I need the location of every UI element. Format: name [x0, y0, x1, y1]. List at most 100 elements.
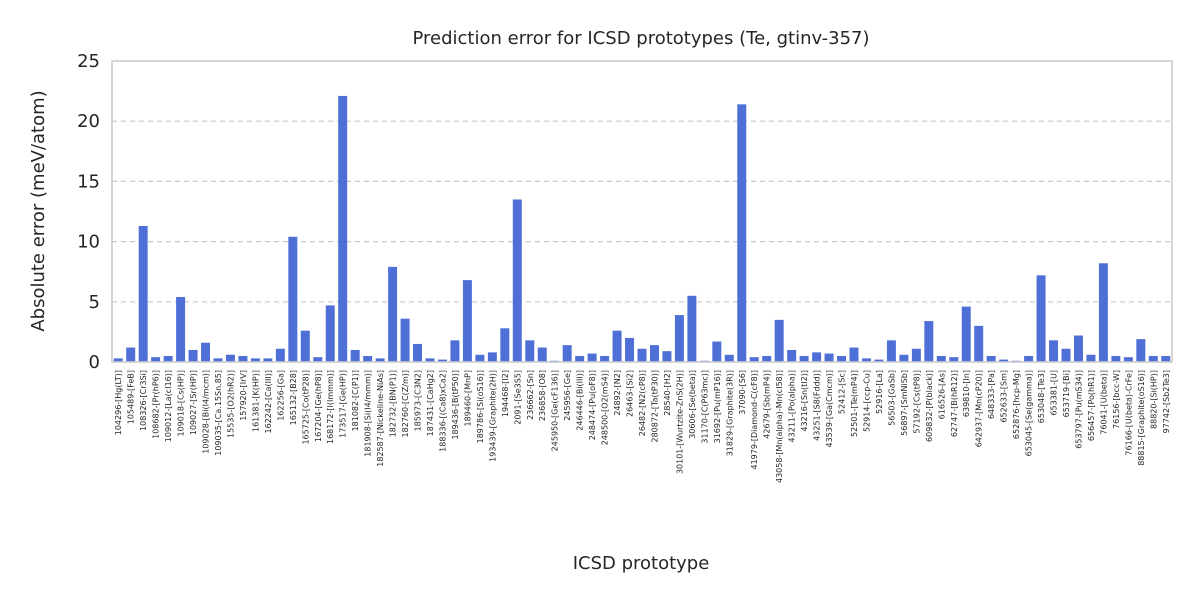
x-tick-label: 43211-[Po(alpha)]: [788, 370, 797, 442]
x-tick-label: 616526-[As]: [937, 370, 946, 419]
x-tick-label: 88815-[Graphite(oS16)]: [1137, 370, 1146, 466]
bar: [874, 359, 884, 362]
x-tick-label: 97742-[Sb2Te3]: [1162, 370, 1171, 433]
x-tick-label: 43058-[Mn(alpha)-Mn(cI58)]: [775, 370, 784, 483]
x-tick-label: 236662-[Sn]: [526, 370, 535, 420]
bar: [375, 358, 385, 362]
bar: [225, 354, 235, 362]
grid-lines: [112, 120, 1172, 303]
bar: [961, 306, 971, 362]
x-tick-label: 188336-[(Ca8)xCa2]: [438, 370, 447, 452]
bar: [899, 354, 909, 362]
bar: [787, 349, 797, 362]
bar: [450, 340, 460, 362]
bar: [861, 358, 871, 362]
bar: [288, 236, 298, 362]
x-tick-label: 653381-[U]: [1050, 370, 1059, 416]
bar: [350, 349, 360, 362]
x-tick-label: 37090-[S6]: [738, 370, 747, 415]
x-tick-label: 182587-[Nickeline-NiAs]: [376, 370, 385, 467]
x-tick-label: 187431-[CaHg2]: [426, 370, 435, 436]
x-tick-label: 26482-[N2(cP8)]: [638, 370, 647, 436]
bar: [437, 359, 447, 362]
bar: [1061, 348, 1071, 362]
x-tick-label: 245956-[Ge]: [563, 370, 572, 421]
x-tick-label: 236858-[O8]: [538, 370, 547, 421]
x-tick-label: 656457-[Po(hR1)]: [1087, 370, 1096, 441]
bar: [126, 347, 136, 362]
x-tick-label: 109012-[La(cI16)]: [164, 370, 173, 442]
y-axis-label: Absolute error (meV/atom): [28, 90, 49, 331]
x-tick-label: 56897-[SmNiSb]: [900, 370, 909, 436]
bar: [201, 342, 211, 362]
x-tick-label: 165725-[Co(tP28)]: [301, 370, 310, 445]
bar: [213, 358, 223, 362]
x-tick-label: 157920-[IrV]: [239, 370, 248, 421]
x-tick-label: 52501-[Te(mP4)]: [850, 370, 859, 437]
bar: [363, 355, 373, 362]
bar: [600, 355, 610, 362]
bar: [537, 347, 547, 362]
bar: [924, 321, 934, 362]
bar: [250, 358, 260, 362]
x-tick-label: 28540-[H2]: [663, 370, 672, 416]
x-tick-label: 182760-[C(Z/m)]: [401, 370, 410, 437]
bar: [687, 295, 697, 362]
bar: [425, 358, 435, 362]
bar: [799, 355, 809, 362]
bar: [674, 315, 684, 362]
bar: [300, 330, 310, 362]
x-tick-label: 653048-[Te3]: [1037, 370, 1046, 423]
x-tick-label: 280872-[Ta(tP30)]: [650, 370, 659, 443]
x-tick-label: 189786-[Si(oS16)]: [476, 370, 485, 443]
bar: [824, 353, 834, 362]
x-tick-label: 26463-[Si2]: [626, 370, 635, 417]
x-tick-label: 43539-[Ga(Cmcm)]: [825, 370, 834, 448]
bar: [812, 352, 822, 362]
x-tick-label: 193439-[Graphite(2H)]: [488, 370, 497, 462]
x-tick-label: 52916-[La]: [875, 370, 884, 414]
bar: [837, 355, 847, 362]
x-tick-label: 182732-[BN(P1)]: [389, 370, 398, 437]
bar: [1148, 355, 1158, 362]
bar: [662, 351, 672, 362]
bar: [325, 305, 335, 362]
x-tick-label: 31170-[C(P63mc)]: [700, 370, 709, 444]
x-tick-label: 57192-[Cs(tP8)]: [912, 370, 921, 434]
bar: [1098, 263, 1108, 362]
x-tick-label: 653719-[Bi]: [1062, 370, 1071, 417]
bar: [612, 330, 622, 362]
y-tick-label: 25: [77, 51, 100, 72]
y-tick-label: 20: [77, 111, 100, 132]
bar: [986, 355, 996, 362]
bars: [113, 95, 1171, 363]
x-tick-label: 2091-[Se3S5]: [513, 370, 522, 425]
x-tick-label: 181908-[Si(I4/mmm)]: [364, 370, 373, 457]
y-tick-label: 10: [77, 232, 100, 253]
bar: [413, 343, 423, 362]
bar: [275, 348, 285, 362]
x-tick-label: 168172-[I(Immm)]: [326, 370, 335, 444]
bar: [712, 341, 722, 362]
x-tick-label: 245950-[Ge(cF136)]: [551, 370, 560, 451]
bar: [525, 340, 535, 362]
x-tick-label: 165132-[B28]: [289, 370, 298, 425]
x-tick-label: 652876-[hcp-Mg]: [1012, 370, 1021, 439]
bar: [163, 355, 173, 362]
x-tick-label: 42679-[Sb(mP4)]: [763, 370, 772, 439]
bar: [625, 337, 635, 362]
bar: [138, 225, 148, 362]
chart-title: Prediction error for ICSD prototypes (Te…: [412, 28, 869, 49]
bar: [575, 355, 585, 362]
x-tick-label: 248474-[Pu(oF8)]: [588, 370, 597, 440]
bar: [587, 353, 597, 362]
x-tick-label: 189436-[B(tP50)]: [451, 370, 460, 440]
x-axis-label: ICSD prototype: [573, 553, 710, 574]
x-tick-label: 88820-[Si(HP)]: [1149, 370, 1158, 429]
bar: [1123, 357, 1133, 362]
y-tick-label: 15: [77, 171, 100, 192]
x-tick-label: 652633-[Sm]: [1000, 370, 1009, 423]
x-tick-label: 105489-[FeB]: [127, 370, 136, 424]
x-tick-label: 109027-[Sr(HP)]: [189, 370, 198, 435]
